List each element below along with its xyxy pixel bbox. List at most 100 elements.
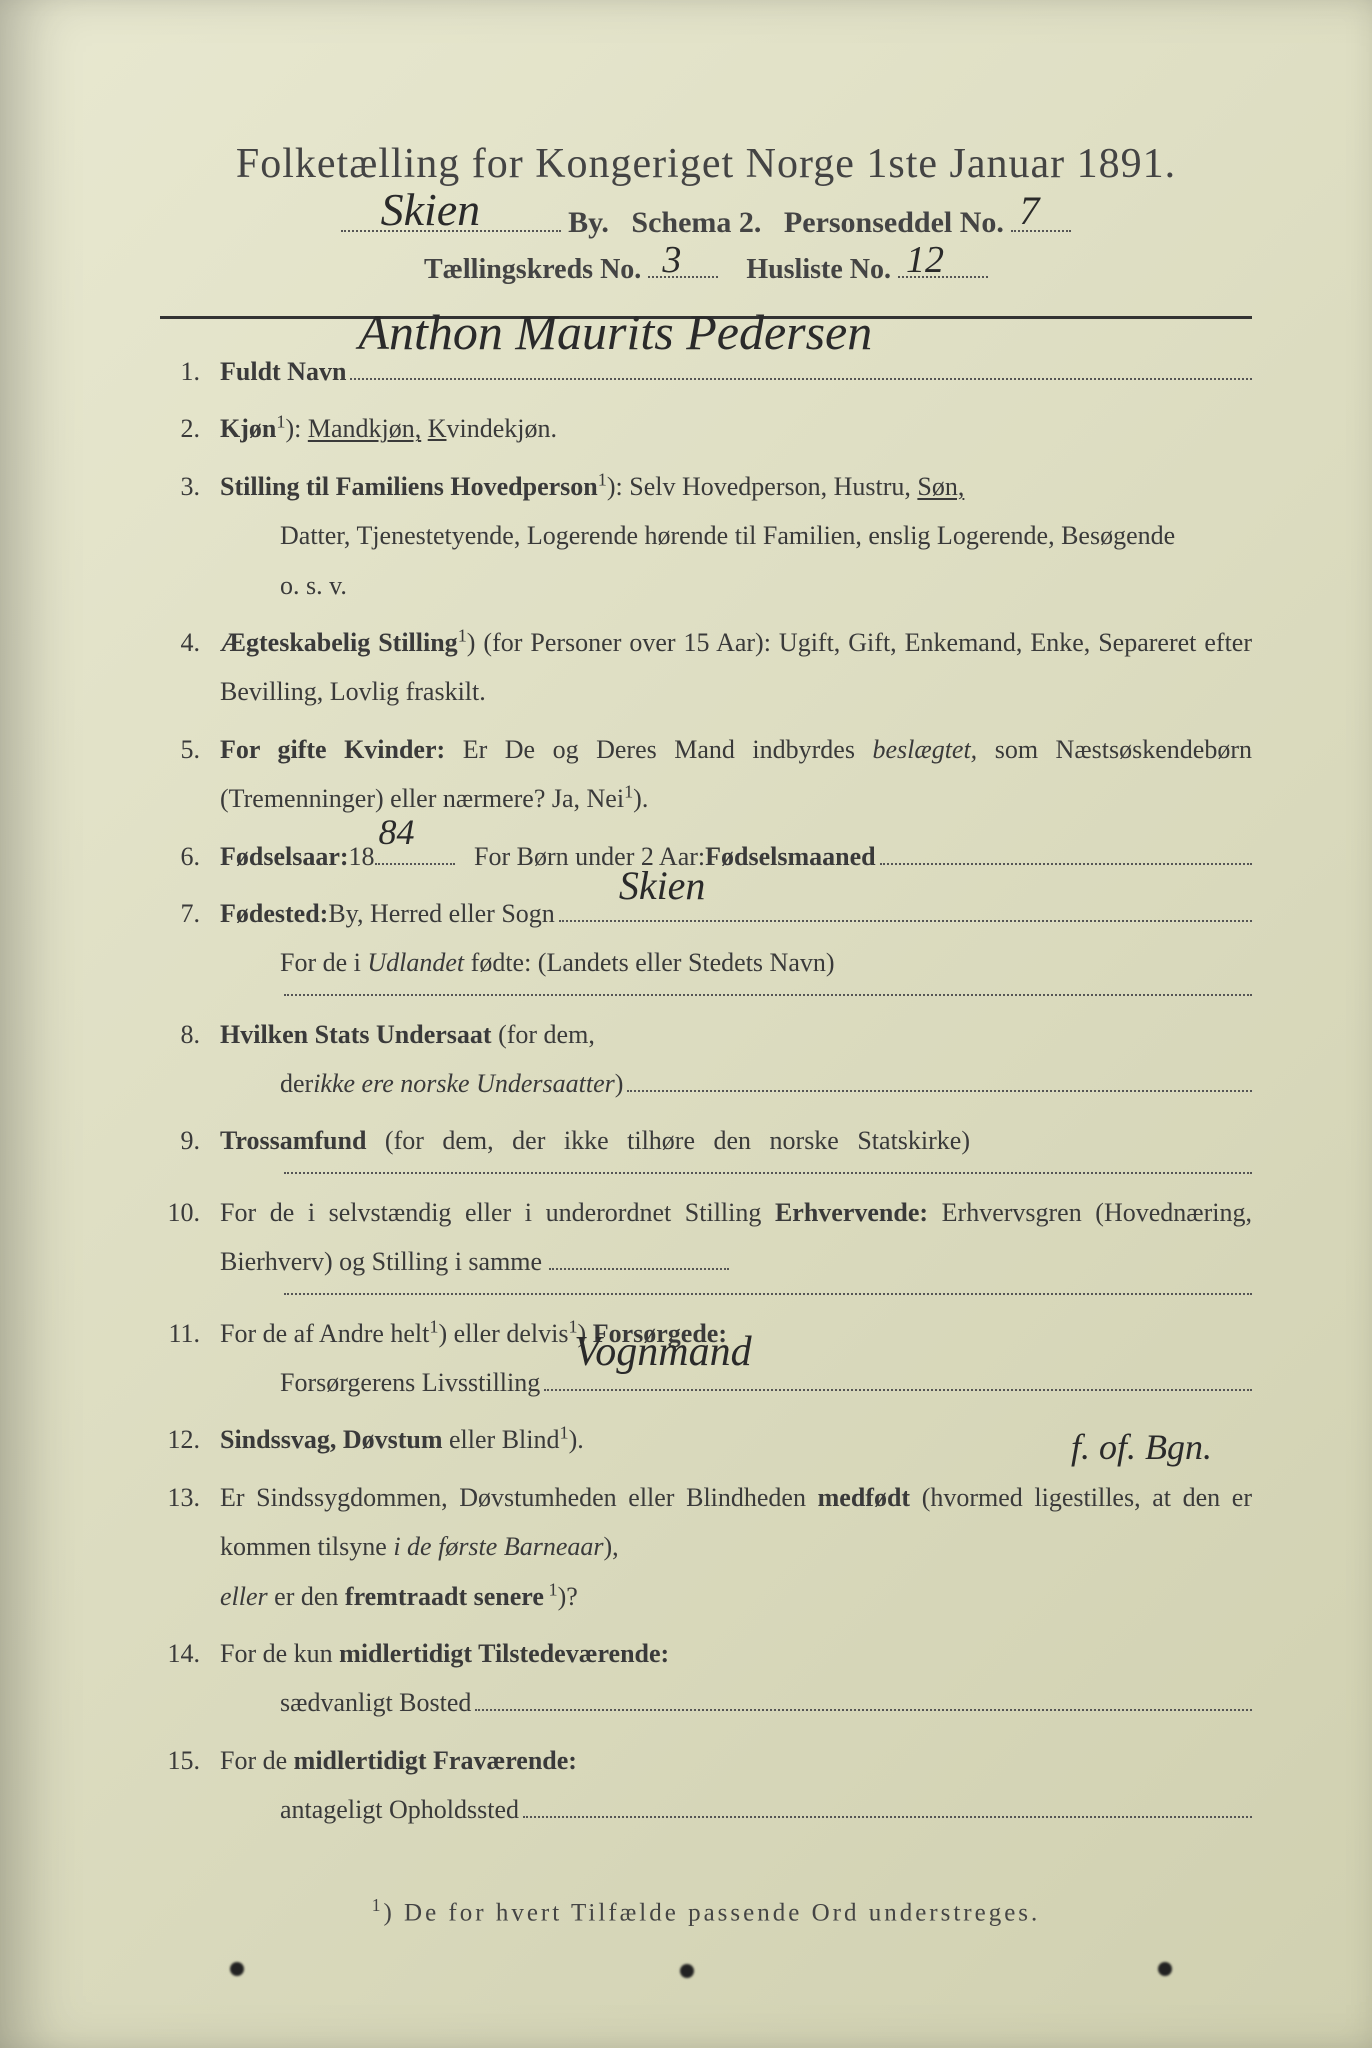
q13-close: )? xyxy=(558,1582,578,1611)
stilling-text-1: Selv Hovedperson, Hustru, xyxy=(623,472,918,501)
footnote-sup: 1 xyxy=(372,1895,384,1915)
item-num-3: 3. xyxy=(160,462,220,610)
gifte-sup: 1 xyxy=(624,781,633,801)
item-9: 9. Trossamfund (for dem, der ikke tilhør… xyxy=(160,1116,1252,1179)
tk-label: Tællingskreds No. xyxy=(424,254,641,285)
stilling-text-3: o. s. v. xyxy=(280,561,1252,610)
forsorg-text-1: For de af Andre helt xyxy=(220,1319,429,1348)
item-11: 11. For de af Andre helt1) eller delvis1… xyxy=(160,1309,1252,1408)
fodselsmaaned-label: Fødselsmaaned xyxy=(705,832,875,881)
item-num-13: 13. xyxy=(160,1473,220,1621)
schema-label: Schema 2. xyxy=(631,206,761,239)
item-num-9: 9. xyxy=(160,1116,220,1179)
undersaat-text-2b: ) xyxy=(615,1059,624,1108)
census-form-page: Folketælling for Kongeriget Norge 1ste J… xyxy=(0,0,1372,2048)
footnote: 1) De for hvert Tilfælde passende Ord un… xyxy=(160,1895,1252,1927)
fodested-label: Fødested: xyxy=(220,889,328,938)
q14-text-1: For de kun xyxy=(220,1639,339,1668)
item-num-4: 4. xyxy=(160,618,220,717)
item-6: 6. Fødselsaar: 18 84 For Børn under 2 Aa… xyxy=(160,832,1252,881)
q15-line2: antageligt Opholdssted xyxy=(280,1785,519,1834)
q14-line2: sædvanligt Bosted xyxy=(280,1678,471,1727)
stilling-label: Stilling til Familiens Hovedperson xyxy=(220,472,598,501)
item-num-6: 6. xyxy=(160,832,220,881)
ink-spot-icon xyxy=(230,1962,244,1976)
undersaat-label: Hvilken Stats Undersaat xyxy=(220,1020,492,1049)
sinds-sup: 1 xyxy=(560,1423,569,1443)
sinds-text: eller Blind xyxy=(443,1425,560,1454)
by-label: By. xyxy=(568,206,609,239)
aegte-label: Ægteskabelig Stilling xyxy=(220,628,458,657)
fodested-udlandet: Udlandet xyxy=(367,948,464,977)
form-body: 1. Fuldt Navn Anthon Maurits Pedersen 2.… xyxy=(160,347,1252,1835)
item-12: 12. Sindssvag, Døvstum eller Blind1). f.… xyxy=(160,1415,1252,1464)
fodested-text: By, Herred eller Sogn xyxy=(328,889,554,938)
forsorg-text-2: ) eller delvis xyxy=(438,1319,568,1348)
sinds-close: ). xyxy=(569,1425,584,1454)
item-7: 7. Fødested: By, Herred eller Sogn Skien… xyxy=(160,889,1252,1002)
fodselsaar-label: Fødselsaar: xyxy=(220,832,349,881)
item-num-7: 7. xyxy=(160,889,220,1002)
tros-label: Trossamfund xyxy=(220,1126,366,1155)
item-14: 14. For de kun midlertidigt Tilstedevære… xyxy=(160,1629,1252,1728)
form-header: Folketælling for Kongeriget Norge 1ste J… xyxy=(160,140,1252,286)
husliste-no-hw: 12 xyxy=(906,238,944,282)
personseddel-no-hw: 7 xyxy=(1019,187,1039,234)
stilling-text-2: Datter, Tjenestetyende, Logerende hørend… xyxy=(280,511,1252,560)
fodselsaar-prefix: 18 xyxy=(349,832,375,881)
q13-forste: i de første Barneaar xyxy=(393,1532,603,1561)
item-num-15: 15. xyxy=(160,1736,220,1835)
erhverv-label: Erhvervende: xyxy=(775,1198,928,1227)
kjon-label: Kjøn xyxy=(220,414,276,443)
ink-spot-icon xyxy=(680,1964,694,1978)
q15-text-1: For de xyxy=(220,1746,294,1775)
item-5: 5. For gifte Kvinder: Er De og Deres Man… xyxy=(160,725,1252,824)
item-3: 3. Stilling til Familiens Hovedperson1):… xyxy=(160,462,1252,610)
kjon-close: ): xyxy=(285,414,301,443)
item-num-14: 14. xyxy=(160,1629,220,1728)
item-num-5: 5. xyxy=(160,725,220,824)
tk-no-hw: 3 xyxy=(662,238,681,282)
stilling-close: ): xyxy=(607,472,623,501)
ink-spot-icon xyxy=(1158,1962,1172,1976)
stilling-sup: 1 xyxy=(598,469,607,489)
fodested-line2b: fødte: (Landets eller Stedets Navn) xyxy=(464,948,834,977)
fodested-hw: Skien xyxy=(619,848,706,924)
item-10: 10. For de i selvstændig eller i underor… xyxy=(160,1188,1252,1301)
undersaat-ikke: ikke ere norske Undersaatter xyxy=(313,1059,615,1108)
item-13: 13. Er Sindssygdommen, Døvstumheden elle… xyxy=(160,1473,1252,1621)
erhverv-text-1: For de i selvstændig eller i underordnet… xyxy=(220,1198,775,1227)
q13-text-3: ), xyxy=(603,1532,618,1561)
navn-label: Fuldt Navn xyxy=(220,347,346,396)
item-15: 15. For de midlertidigt Fraværende: anta… xyxy=(160,1736,1252,1835)
sinds-hw: f. of. Bgn. xyxy=(1071,1413,1212,1481)
q13-sup: 1 xyxy=(544,1579,558,1599)
item-2: 2. Kjøn1): Mandkjøn, Kvindekjøn. xyxy=(160,404,1252,453)
fodested-line2a: For de i xyxy=(280,948,367,977)
city-handwritten: Skien xyxy=(381,183,481,236)
gifte-label: For gifte Kvinder: xyxy=(220,735,445,764)
stilling-son: Søn, xyxy=(917,472,964,501)
aegte-sup: 1 xyxy=(458,625,467,645)
item-num-1: 1. xyxy=(160,347,220,396)
forsorg-hw: Vognmand xyxy=(574,1313,751,1393)
subtitle-row-1: Skien By. Schema 2. Personseddel No. 7 xyxy=(160,206,1252,240)
tros-text: (for dem, der ikke tilhøre den norske St… xyxy=(366,1126,970,1155)
item-num-8: 8. xyxy=(160,1010,220,1109)
item-num-12: 12. xyxy=(160,1415,220,1464)
undersaat-text-2a: der xyxy=(280,1059,313,1108)
personseddel-label: Personseddel No. xyxy=(784,206,1004,239)
q15-label: midlertidigt Fraværende: xyxy=(294,1746,577,1775)
q13-fremtraadt: fremtraadt senere xyxy=(345,1582,544,1611)
subtitle-row-2: Tællingskreds No. 3 Husliste No. 12 xyxy=(160,254,1252,286)
item-num-10: 10. xyxy=(160,1188,220,1301)
footnote-text: ) De for hvert Tilfælde passende Ord und… xyxy=(383,1899,1040,1926)
q13-text-1: Er Sindssygdommen, Døvstumheden eller Bl… xyxy=(220,1483,818,1512)
item-num-11: 11. xyxy=(160,1309,220,1408)
item-4: 4. Ægteskabelig Stilling1) (for Personer… xyxy=(160,618,1252,717)
form-title: Folketælling for Kongeriget Norge 1ste J… xyxy=(160,140,1252,188)
q14-label: midlertidigt Tilstedeværende: xyxy=(339,1639,669,1668)
forsorg-line2: Forsørgerens Livsstilling xyxy=(280,1358,540,1407)
gifte-close: ). xyxy=(633,784,648,813)
gifte-text-1: Er De og Deres Mand indbyrdes xyxy=(445,735,872,764)
